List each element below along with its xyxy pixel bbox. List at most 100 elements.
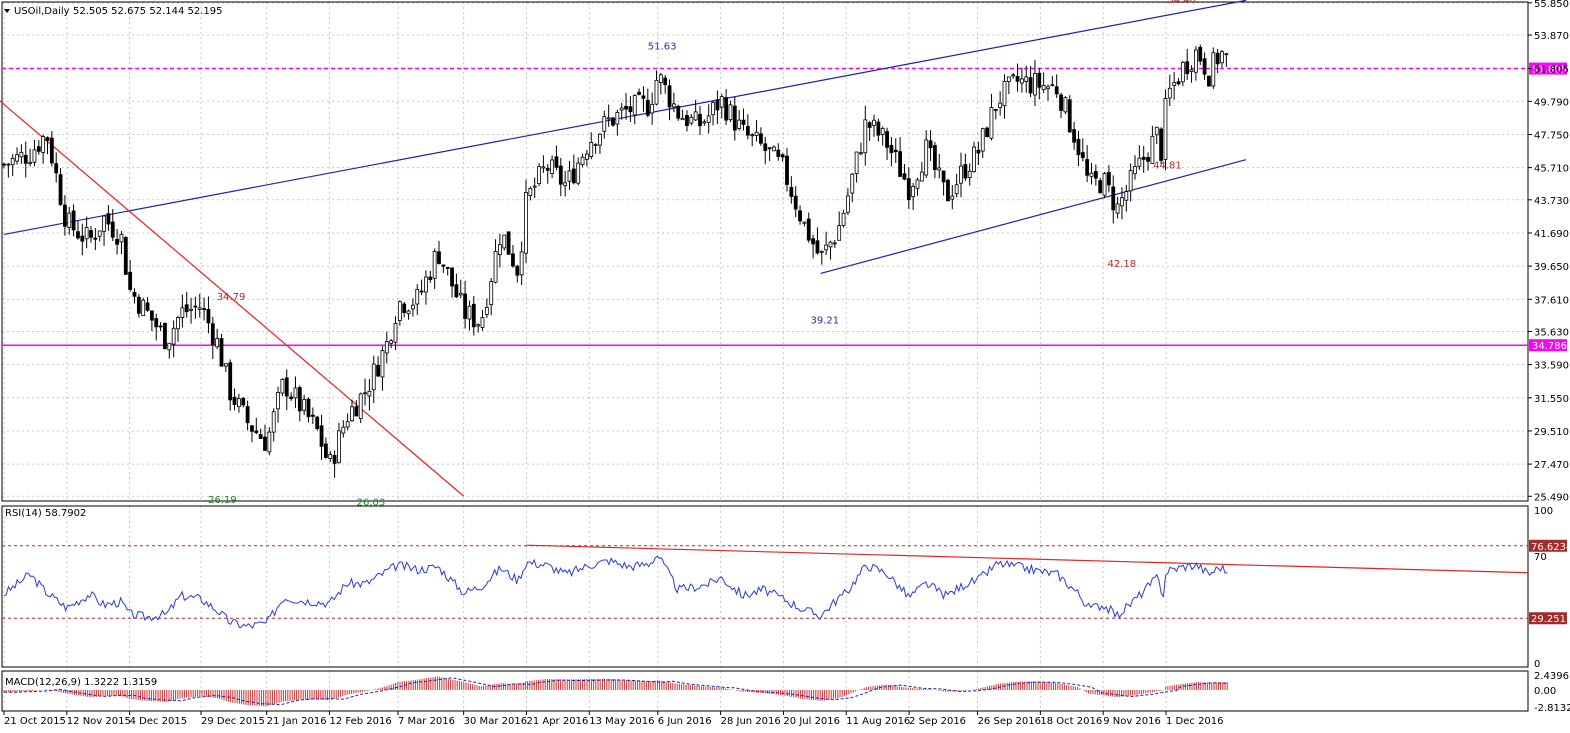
candle-body [502,234,507,249]
candle-body [402,303,407,313]
candle-body [915,179,920,189]
candle-body [323,443,328,458]
candle-body [702,121,707,124]
candle-body [541,166,546,169]
candle-body [1202,58,1207,75]
price-tick-label: 53.870 [1534,31,1569,42]
candle-body [985,127,989,137]
level-price-tag [1529,62,1567,75]
candle-body [36,146,41,152]
candle-body [993,109,998,111]
candle-body [846,195,850,213]
candle-body [6,163,11,166]
candle-body [315,416,320,429]
chevron-down-icon[interactable] [4,9,10,13]
candle-body [1146,157,1150,162]
time-tick-label: 21 Jan 2016 [267,716,327,727]
candle-body [963,164,968,179]
candle-body [193,305,198,308]
candle-body [1194,49,1198,73]
candle-body [1046,86,1050,90]
candle-body [585,153,589,160]
candle-body [180,307,185,318]
candle-body [371,363,376,391]
time-tick-label: 12 Nov 2015 [67,716,131,727]
candle-body [441,264,446,267]
candle-body [658,74,663,83]
panel-frames [1,1,1529,712]
candle-body [611,117,615,126]
macd-tick-label: 2.4396 [1534,671,1569,682]
trendline-red [0,100,465,497]
candle-body [297,387,302,412]
candle-body [350,406,354,422]
candle-body [1198,46,1203,62]
candle-body [811,238,815,245]
rsi-level-tag-label: 29.2517 [1531,614,1570,625]
candle-body [263,436,267,451]
candle-body [1159,128,1163,161]
candle-body [815,240,820,254]
candle-body [219,338,224,367]
candle-body [628,106,633,113]
candle-body [732,105,737,131]
candle-body [606,117,611,120]
trendlines[interactable] [0,0,1247,497]
candle-body [772,146,776,152]
candle-body [663,77,668,85]
candle-body [1163,98,1168,160]
candle-body [493,251,498,283]
chart-header: USOil,Daily 52.505 52.675 52.144 52.195 [4,6,223,17]
candle-body [380,350,385,378]
candle-body [202,308,207,311]
candle-body [310,414,315,417]
candle-body [937,167,942,171]
candle-body [197,307,202,310]
candle-body [676,105,681,119]
rsi-level-tag-label: 76.6234 [1531,542,1570,553]
candle-body [1115,203,1120,214]
candle-body [1037,72,1042,88]
candle-body [1067,99,1072,133]
candle-body [880,128,885,135]
candle-body [1102,173,1107,196]
candle-body [450,267,454,287]
candle-body [902,173,907,180]
candle-body [680,117,685,121]
candle-body [1224,53,1229,56]
candle-body [741,119,746,125]
candle-body [919,171,924,182]
candle-body [406,310,411,315]
candle-body [789,187,794,197]
candle-body [10,157,15,166]
candle-body [519,251,524,276]
rsi-level-tag [1529,539,1567,552]
candle-body [1002,80,1007,107]
horizontal-levels[interactable]: 51.805 34.786 [2,62,1567,353]
candle-body [149,310,154,321]
candle-body [176,317,180,330]
candle-body [906,178,911,201]
candle-body [946,179,950,202]
candle-body [258,434,263,440]
rsi-tick-label: 70 [1534,552,1547,563]
price-annotation: 54.48 [1167,0,1196,6]
candle-body [67,212,72,228]
candle-body [467,305,472,320]
candle-body [384,341,389,354]
candle-body [924,139,929,176]
candle-body [602,116,607,132]
panel-frame-1 [1,505,1529,668]
candle-body [506,231,511,255]
candle-body [515,265,520,276]
candle-body [819,250,824,253]
candle-body [110,221,115,238]
candle-body [959,165,963,184]
candle-body [1176,81,1181,85]
candle-body [1059,94,1063,111]
candle-body [432,251,437,279]
candle-body [1215,52,1220,65]
candle-body [102,215,106,232]
candle-body [1089,172,1094,177]
